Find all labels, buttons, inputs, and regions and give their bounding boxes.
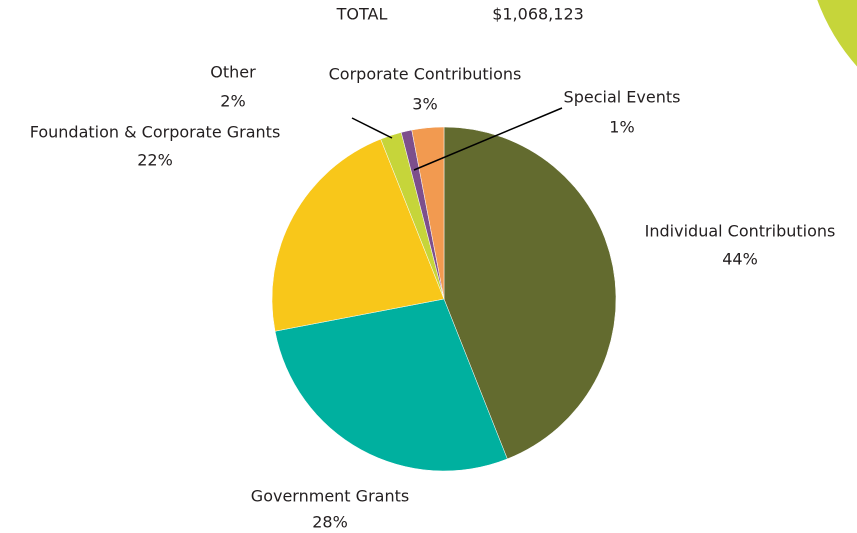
decor-ring — [817, 0, 857, 67]
pie — [271, 126, 617, 472]
total-value: $1,068,123 — [492, 5, 584, 24]
total-label: TOTAL — [336, 5, 388, 24]
leader-line — [351, 117, 393, 139]
slice-label: Other — [210, 63, 256, 82]
slice-value-label: 22% — [137, 151, 173, 170]
pie-slice — [274, 298, 508, 472]
pie-slice — [443, 126, 617, 460]
slice-label: Corporate Contributions — [329, 65, 522, 84]
slice-value-label: 44% — [722, 250, 758, 269]
slice-label: Individual Contributions — [645, 222, 836, 241]
slice-value-label: 28% — [312, 513, 348, 532]
slice-label: Government Grants — [251, 487, 409, 506]
pie-slice — [411, 126, 445, 300]
leader-line — [413, 107, 563, 171]
slice-value-label: 2% — [220, 92, 245, 111]
pie-slice — [271, 138, 445, 332]
slice-label: Foundation & Corporate Grants — [30, 123, 281, 142]
slice-value-label: 3% — [412, 95, 437, 114]
slice-label: Special Events — [564, 88, 681, 107]
slice-value-label: 1% — [609, 118, 634, 137]
